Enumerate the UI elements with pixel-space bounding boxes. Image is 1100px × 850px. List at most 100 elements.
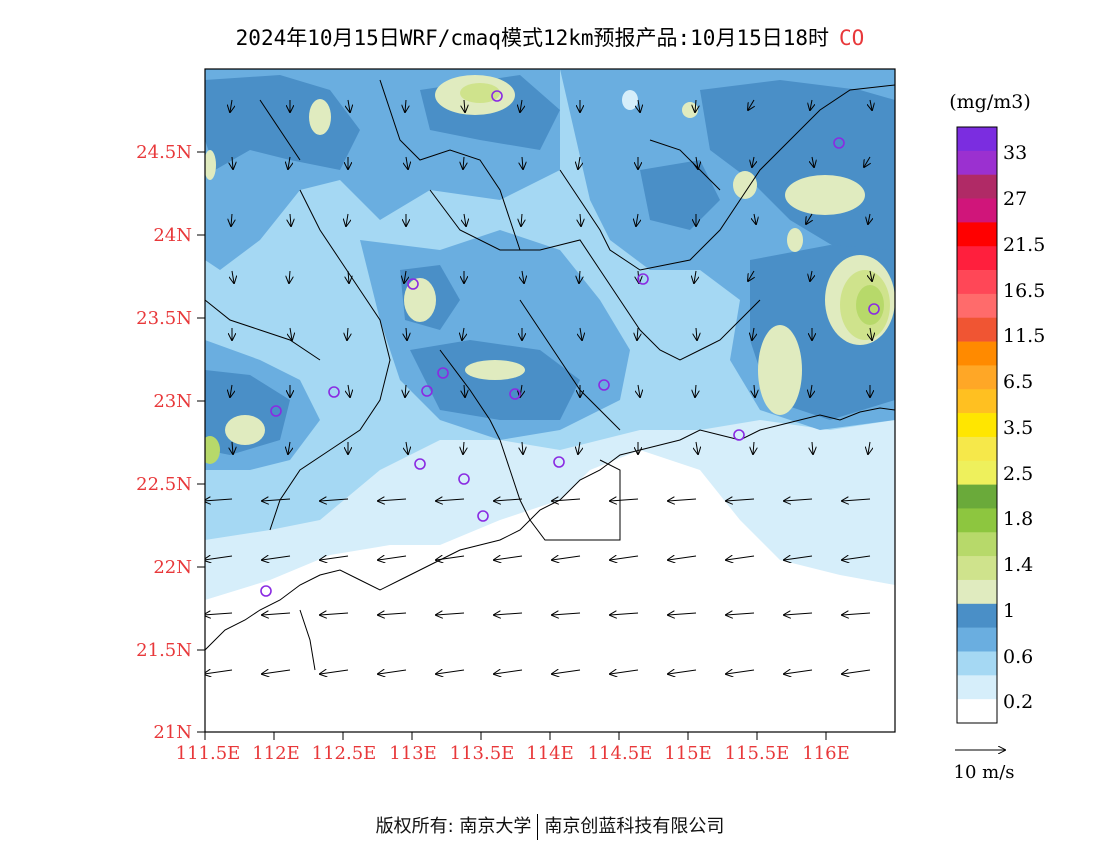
wind-vector bbox=[696, 441, 698, 454]
wind-vector bbox=[464, 213, 466, 226]
lon-label: 114.5E bbox=[588, 743, 653, 764]
wind-vector bbox=[696, 327, 697, 340]
wind-vector bbox=[810, 270, 812, 281]
wind-vector bbox=[812, 156, 814, 167]
wind-vector bbox=[288, 441, 290, 454]
lat-label: 24N bbox=[153, 225, 192, 246]
legend-swatch bbox=[957, 508, 997, 533]
wind-vector bbox=[406, 156, 408, 169]
wind-vector bbox=[288, 156, 290, 169]
wind-vector bbox=[753, 441, 754, 454]
wind-vector bbox=[748, 99, 754, 110]
title-text: 2024年10月15日WRF/cmaq模式12km预报产品:10月15日18时 bbox=[235, 26, 830, 50]
lat-label: 21.5N bbox=[136, 640, 192, 661]
wind-vector bbox=[868, 213, 870, 224]
lon-label: 113.5E bbox=[450, 743, 515, 764]
legend-label: 1.8 bbox=[1003, 508, 1033, 530]
wind-vector bbox=[784, 613, 813, 615]
wind-vector bbox=[230, 384, 232, 397]
wind-vector bbox=[436, 556, 465, 560]
legend-swatch bbox=[957, 556, 997, 581]
wind-vector bbox=[636, 213, 638, 226]
lon-label: 112.5E bbox=[312, 743, 377, 764]
wind-vector bbox=[695, 384, 696, 397]
lon-label: 112E bbox=[252, 743, 300, 764]
wind-vector bbox=[521, 213, 522, 226]
lon-label: 115E bbox=[664, 743, 712, 764]
wind-vector bbox=[842, 613, 871, 615]
wind-scale-label: 10 m/s bbox=[954, 762, 1015, 783]
legend-label: 0.6 bbox=[1003, 646, 1033, 668]
wind-vector bbox=[404, 270, 406, 283]
wind-vector bbox=[347, 327, 348, 340]
lat-label: 22.5N bbox=[136, 474, 192, 495]
legend-label: 3.5 bbox=[1003, 417, 1033, 439]
legend-swatch bbox=[957, 341, 997, 366]
wind-vector bbox=[842, 499, 871, 501]
legend-labels: 33 27 21.5 16.5 11.5 6.5 3.5 2.5 1.8 1.4… bbox=[1003, 142, 1045, 713]
legend-label: 1 bbox=[1003, 600, 1015, 622]
wind-vector bbox=[494, 670, 523, 674]
wind-vector bbox=[262, 556, 291, 560]
legend-label: 27 bbox=[1003, 188, 1027, 210]
legend-swatch bbox=[957, 532, 997, 557]
wind-vector bbox=[696, 156, 698, 169]
wind-vector bbox=[464, 384, 465, 397]
legend-unit: (mg/m3) bbox=[949, 91, 1031, 113]
wind-vector bbox=[232, 270, 234, 283]
wind-vector bbox=[748, 270, 754, 281]
wind-vector bbox=[578, 156, 580, 169]
wind-vector bbox=[436, 670, 465, 674]
wind-vector bbox=[579, 270, 580, 283]
lat-label: 24.5N bbox=[136, 142, 192, 163]
wind-vector bbox=[668, 670, 697, 674]
city-markers bbox=[260, 90, 880, 597]
wind-vector bbox=[463, 441, 464, 454]
coastline-and-borders bbox=[205, 79, 895, 671]
lat-label: 23N bbox=[153, 391, 192, 412]
wind-vector bbox=[405, 384, 406, 397]
wind-vector bbox=[205, 556, 233, 560]
wind-vector bbox=[231, 213, 232, 226]
wind-vector bbox=[638, 384, 640, 397]
legend-swatch bbox=[957, 270, 997, 295]
copyright-footer: 版权所有: 南京大学 南京创蓝科技有限公司 bbox=[0, 812, 1100, 840]
wind-vector bbox=[806, 213, 812, 224]
legend-swatch bbox=[957, 317, 997, 342]
legend-swatch bbox=[957, 675, 997, 700]
wind-vector bbox=[870, 99, 872, 110]
concentration-field bbox=[205, 69, 895, 732]
wind-vector bbox=[205, 613, 233, 615]
wind-vector bbox=[754, 384, 755, 397]
wind-vector bbox=[637, 327, 638, 340]
wind-vector bbox=[494, 556, 523, 560]
wind-vector bbox=[406, 327, 407, 340]
longitude-labels: 111.5E 112E 112.5E 113E 113.5E 114E 114.… bbox=[176, 743, 850, 764]
wind-vector bbox=[205, 499, 233, 501]
wind-vector bbox=[668, 613, 697, 615]
legend-label: 33 bbox=[1003, 142, 1027, 164]
wind-vector bbox=[870, 327, 872, 340]
wind-vector bbox=[784, 499, 813, 501]
wind-vector bbox=[262, 670, 291, 674]
legend-label: 21.5 bbox=[1003, 234, 1045, 256]
wind-vector bbox=[290, 213, 291, 226]
wind-vector bbox=[378, 613, 407, 615]
wind-vector bbox=[695, 99, 696, 112]
species-label: CO bbox=[839, 26, 865, 50]
longitude-axis bbox=[204, 732, 827, 740]
wind-vector bbox=[864, 156, 870, 167]
wind-vector bbox=[262, 499, 291, 501]
wind-vector bbox=[580, 327, 582, 340]
lon-label: 111.5E bbox=[176, 743, 241, 764]
wind-vector bbox=[784, 556, 813, 560]
wind-vector bbox=[522, 441, 523, 454]
legend-swatch bbox=[957, 460, 997, 485]
lon-label: 113E bbox=[389, 743, 437, 764]
legend-label: 16.5 bbox=[1003, 280, 1045, 302]
legend-label: 2.5 bbox=[1003, 463, 1033, 485]
legend-label: 6.5 bbox=[1003, 371, 1033, 393]
legend-swatch bbox=[957, 174, 997, 199]
wind-vector bbox=[406, 441, 408, 454]
